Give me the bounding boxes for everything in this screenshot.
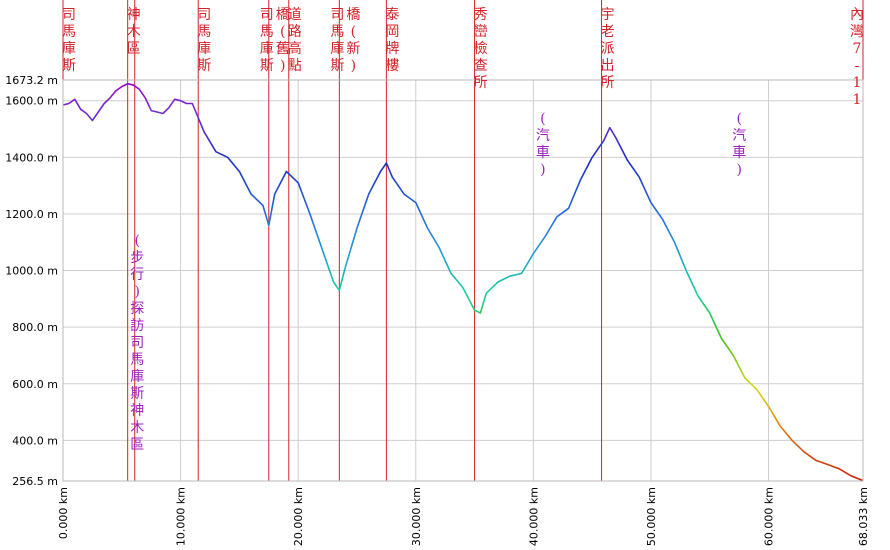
y-tick-label: 1200.0 m (5, 208, 58, 221)
x-tick-label: 30.000 km (410, 487, 423, 546)
y-tick-label: 400.0 m (12, 434, 58, 447)
waypoint-label-text: 司馬庫斯 (330, 7, 344, 74)
annotation-label-text: (步行)探訪司馬庫斯神木區 (130, 233, 144, 453)
annotations: (步行)探訪司馬庫斯神木區 (汽車) (汽車) (130, 111, 746, 453)
annotation-label: (步行)探訪司馬庫斯神木區 (130, 233, 144, 453)
y-tick-label: 1400.0 m (5, 151, 58, 164)
x-tick-label: 68.033 km (857, 487, 870, 546)
y-tick-label: 1600.0 m (5, 95, 58, 108)
waypoint-lines (62, 0, 864, 481)
x-tick-label: 50.000 km (645, 487, 658, 546)
waypoint-label-text: 道路高點 (288, 7, 302, 74)
waypoint-label-text: 橋(舊) (276, 7, 290, 74)
y-tick-label: 800.0 m (12, 321, 58, 334)
y-tick-label: 600.0 m (12, 378, 58, 391)
elevation-series-line (62, 82, 864, 482)
waypoint-label: 神木區 (127, 7, 141, 57)
x-tick-label: 10.000 km (175, 487, 188, 546)
axes: 256.5 m 400.0 m 600.0 m 800.0 m 1000.0 m 1200… (5, 74, 870, 546)
waypoint-label: 司馬庫斯 (197, 7, 211, 74)
waypoint-label-text: 泰岡牌樓 (385, 7, 399, 74)
waypoint-label-text: 神木區 (127, 7, 141, 57)
annotation-label: (汽車) (536, 111, 550, 178)
y-tick-label: 1000.0 m (5, 265, 58, 278)
waypoint-labels: 司馬庫斯神木區司馬庫斯司馬庫斯橋(舊)道路高點司馬庫斯橋(新)泰岡牌樓秀巒檢查所… (62, 7, 864, 108)
waypoint-label-text: 秀巒檢查所 (474, 7, 488, 91)
waypoint-label-text: 宇老派出所 (601, 7, 615, 91)
waypoint-label-text: 橋(新) (346, 7, 360, 74)
waypoint-label-text: 司馬庫斯 (197, 7, 211, 74)
plot-frame (62, 79, 864, 482)
annotation-label: (汽車) (732, 111, 746, 178)
elevation-line (62, 82, 864, 482)
waypoint-label: 司馬庫斯 (62, 7, 76, 74)
waypoint-label: 泰岡牌樓 (385, 7, 399, 74)
waypoint-label: 宇老派出所 (601, 7, 615, 91)
y-tick-label: 1673.2 m (5, 74, 58, 87)
x-tick-label: 40.000 km (527, 487, 540, 546)
x-tick-label: 0.000 km (57, 487, 70, 539)
waypoint-label-text: 司馬庫斯 (62, 7, 76, 74)
waypoint-label: 秀巒檢查所 (474, 7, 488, 91)
waypoint-label-text: 司馬庫斯 (260, 7, 274, 74)
y-tick-label: 256.5 m (12, 475, 58, 488)
waypoint-label-text: 內灣 7 -1 1 (850, 7, 864, 108)
x-tick-label: 60.000 km (763, 487, 776, 546)
annotation-label-text: (汽車) (732, 111, 746, 178)
waypoint-label: 內灣 7 -1 1 (850, 7, 864, 108)
waypoint-label: 道路高點 (288, 7, 302, 74)
x-tick-label: 20.000 km (292, 487, 305, 546)
grid (62, 79, 864, 482)
annotation-label-text: (汽車) (536, 111, 550, 178)
